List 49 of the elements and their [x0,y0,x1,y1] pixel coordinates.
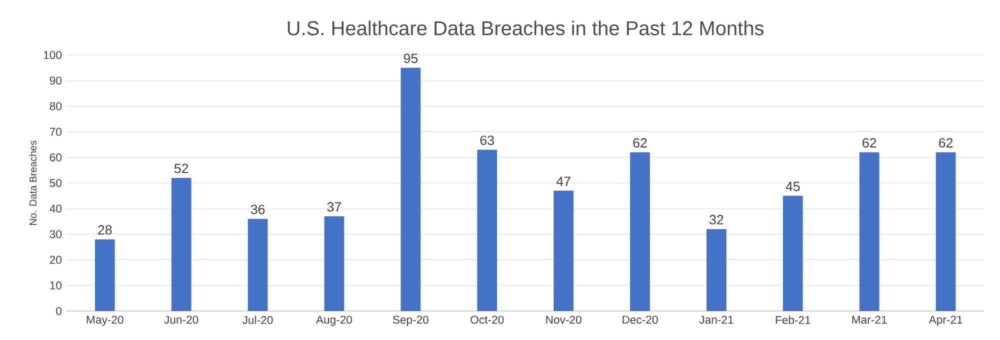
bar [630,152,650,311]
y-tick-label: 20 [50,256,62,264]
x-tick-label: Mar-21 [852,316,887,324]
y-tick-label: 90 [50,76,62,85]
y-axis-title: No. Data Breaches [29,140,37,225]
bar [706,229,726,311]
bar [554,190,574,311]
x-tick-label: Apr-21 [928,316,962,326]
x-tick-label: Nov-20 [546,316,582,324]
bar [859,152,880,311]
data-label: 62 [633,138,647,148]
data-label: 62 [862,138,876,148]
bar [171,178,192,311]
bar [477,150,498,311]
data-label: 36 [250,204,265,214]
data-label: 45 [786,182,800,192]
bar [248,218,268,311]
bar [782,196,803,311]
chart-title: U.S. Healthcare Data Breaches in the Past 12 Months [288,20,764,36]
data-label: 63 [480,136,494,146]
data-label: 28 [98,225,112,235]
data-label: 62 [939,138,953,148]
bar [936,152,956,311]
data-label: 37 [327,202,341,212]
y-tick-label: 50 [50,179,62,188]
x-tick-label: Jan-21 [699,316,734,324]
bar [400,68,421,311]
y-tick-label: 100 [44,51,62,60]
y-tick-label: 60 [50,153,62,162]
y-tick-label: 70 [50,128,62,136]
bar [94,239,115,311]
x-tick-label: Jul-20 [242,316,273,324]
x-tick-label: Oct-20 [470,316,504,324]
y-tick-label: 40 [50,204,62,213]
x-tick-label: Dec-20 [622,316,658,324]
bar [324,216,344,311]
data-label: 47 [556,176,570,186]
y-tick-label: 30 [50,230,62,238]
data-label: 95 [404,54,418,64]
x-tick-label: Feb-21 [776,316,810,324]
y-tick-label: 0 [56,307,62,316]
y-tick-label: 10 [50,281,62,290]
x-tick-label: May-20 [86,316,124,326]
x-tick-label: Jun-20 [164,316,198,324]
data-label: 52 [174,164,188,174]
x-tick-label: Sep-20 [392,316,428,326]
data-label: 32 [710,214,724,224]
x-tick-label: Aug-20 [316,316,352,326]
y-tick-label: 80 [50,102,62,110]
